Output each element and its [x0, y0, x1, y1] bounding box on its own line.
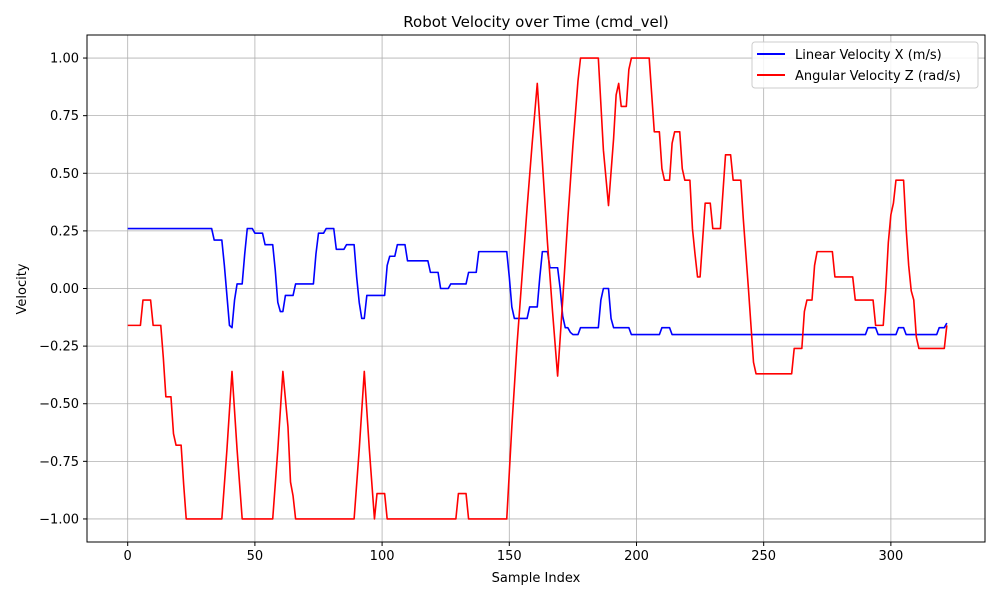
x-tick-label: 50 [247, 549, 264, 564]
axis-ticks: 0 50 100 150 200 250 300 −1.00 −0.75 −0.50 −0.25 0.… [39, 52, 903, 564]
x-tick-label: 150 [497, 549, 522, 564]
y-axis-label: Velocity [15, 263, 30, 314]
y-tick-label: 0.25 [50, 224, 79, 239]
x-tick-label: 100 [370, 549, 395, 564]
x-tick-label: 200 [624, 549, 649, 564]
y-tick-label: −1.00 [39, 512, 79, 527]
y-tick-label: 1.00 [50, 52, 79, 67]
x-tick-label: 250 [751, 549, 776, 564]
x-tick-label: 0 [124, 549, 132, 564]
y-tick-label: 0.00 [50, 282, 79, 297]
series-line-linear-velocity [127, 227, 948, 336]
y-tick-label: −0.50 [39, 397, 79, 412]
series-lines [127, 57, 948, 520]
legend: Linear Velocity X (m/s) Angular Velocity… [751, 41, 979, 89]
x-tick-label: 300 [878, 549, 903, 564]
y-tick-label: 0.50 [50, 167, 79, 182]
y-tick-label: 0.75 [50, 109, 79, 124]
chart-title: Robot Velocity over Time (cmd_vel) [403, 13, 668, 32]
y-tick-label: −0.75 [39, 455, 79, 470]
legend-label-linear: Linear Velocity X (m/s) [795, 48, 942, 63]
series-line-angular-velocity [127, 57, 948, 520]
legend-label-angular: Angular Velocity Z (rad/s) [795, 69, 961, 84]
legend-box [751, 41, 979, 89]
x-axis-label: Sample Index [492, 571, 581, 586]
y-tick-label: −0.25 [39, 340, 79, 355]
